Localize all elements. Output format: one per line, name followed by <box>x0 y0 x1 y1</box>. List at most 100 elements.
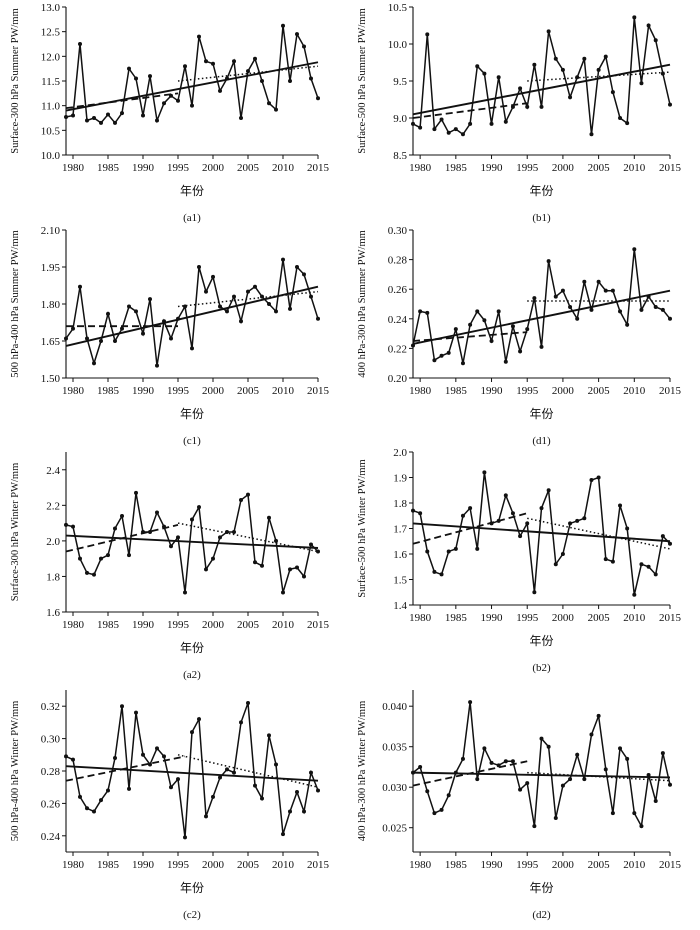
data-point <box>225 309 229 314</box>
chart-panel-6: 1.4 1.5 1.6 1.7 1.8 1.9 2.0 1980 1985 1990 1995 200… <box>357 447 682 674</box>
data-point <box>120 326 124 331</box>
data-point <box>260 796 264 801</box>
data-point <box>668 102 672 107</box>
data-point <box>85 570 89 575</box>
data-point <box>639 81 644 86</box>
data-point <box>639 562 644 567</box>
trend-line-overall <box>412 289 671 345</box>
data-point <box>64 754 68 759</box>
data-point <box>302 809 306 814</box>
x-tick-label: 2015 <box>307 385 330 397</box>
data-point <box>646 294 651 299</box>
data-point <box>239 116 243 120</box>
data-point <box>281 590 285 595</box>
data-point <box>425 310 430 315</box>
data-point <box>302 574 306 579</box>
y-tick-label: 2.4 <box>46 465 60 477</box>
data-point <box>525 104 530 109</box>
x-tick-label: 2010 <box>623 612 646 624</box>
y-axis-label: Surface-300 hPa Summer PW/mm <box>10 8 21 154</box>
trend-line-late <box>527 517 671 550</box>
x-tick-label: 1980 <box>409 162 432 174</box>
x-tick-label: 1985 <box>97 162 120 174</box>
x-tick-label: 1990 <box>481 385 504 397</box>
x-tick-label: 2000 <box>552 859 575 871</box>
y-tick-label: 1.4 <box>393 600 407 612</box>
data-point <box>560 552 565 556</box>
data-point <box>78 284 82 289</box>
data-point <box>668 782 672 787</box>
data-point <box>518 534 523 539</box>
x-tick-label: 2010 <box>623 162 646 174</box>
data-point <box>64 115 68 120</box>
x-tick-label: 1990 <box>481 612 504 624</box>
data-point <box>127 553 131 558</box>
data-point <box>411 508 415 513</box>
x-tick-label: 2000 <box>202 385 225 397</box>
data-point <box>162 101 166 106</box>
data-point <box>468 506 473 511</box>
data-point <box>582 56 587 61</box>
y-tick-label: 9.5 <box>393 76 407 88</box>
y-tick-label: 2.10 <box>41 225 61 237</box>
x-axis-label: 年份 <box>529 634 553 648</box>
data-point <box>211 61 215 66</box>
data-point <box>274 762 278 767</box>
trend-line-early <box>412 512 528 545</box>
x-tick-label: 2005 <box>237 385 260 397</box>
data-point <box>610 288 615 293</box>
data-point <box>232 530 236 534</box>
data-point <box>603 767 608 772</box>
data-point <box>596 279 601 284</box>
y-tick-label: 0.32 <box>41 701 60 713</box>
data-point <box>646 773 651 778</box>
y-tick-label: 1.5 <box>393 575 407 587</box>
data-point <box>553 294 558 299</box>
data-point <box>106 788 110 793</box>
data-point <box>274 538 278 543</box>
data-point <box>141 530 145 534</box>
data-point <box>239 498 243 502</box>
x-tick-label: 1995 <box>167 859 190 871</box>
y-tick-label: 0.22 <box>388 343 407 355</box>
data-point <box>204 814 208 819</box>
data-point <box>653 572 658 577</box>
x-tick-label: 2005 <box>237 859 260 871</box>
data-point <box>518 86 523 91</box>
y-tick-label: 0.24 <box>388 314 408 326</box>
data-point <box>274 107 278 112</box>
data-point <box>575 75 580 80</box>
data-point <box>518 349 523 354</box>
data-point <box>460 756 465 761</box>
data-point <box>232 770 236 775</box>
panel-caption: (b1) <box>532 212 551 224</box>
data-point <box>546 29 551 34</box>
x-tick-label: 2010 <box>272 385 295 397</box>
chart-panel-8: 0.025 0.030 0.035 0.040 1980 1985 1990 1995 2000… <box>357 690 682 921</box>
data-point <box>639 824 644 829</box>
data-point <box>148 530 152 534</box>
trend-line-overall <box>65 61 319 112</box>
data-point <box>162 319 166 324</box>
data-point <box>239 720 243 725</box>
y-tick-label: 1.95 <box>41 262 61 274</box>
data-point <box>92 361 96 366</box>
panel-caption: (b2) <box>532 662 551 674</box>
series-line <box>65 702 319 838</box>
data-point <box>503 119 508 124</box>
data-point <box>532 824 537 829</box>
x-tick-label: 1995 <box>167 619 190 631</box>
trend-line-overall <box>65 285 319 347</box>
data-point <box>141 752 145 757</box>
data-point <box>190 346 194 351</box>
data-point <box>639 307 644 312</box>
y-tick-label: 0.035 <box>382 742 407 754</box>
data-point <box>99 556 103 561</box>
x-tick-label: 1990 <box>132 385 155 397</box>
data-point <box>539 344 544 349</box>
data-point <box>281 832 285 837</box>
data-point <box>553 562 558 567</box>
x-tick-label: 2015 <box>659 859 682 871</box>
panel-caption: (d1) <box>532 435 551 447</box>
data-point <box>253 284 257 289</box>
